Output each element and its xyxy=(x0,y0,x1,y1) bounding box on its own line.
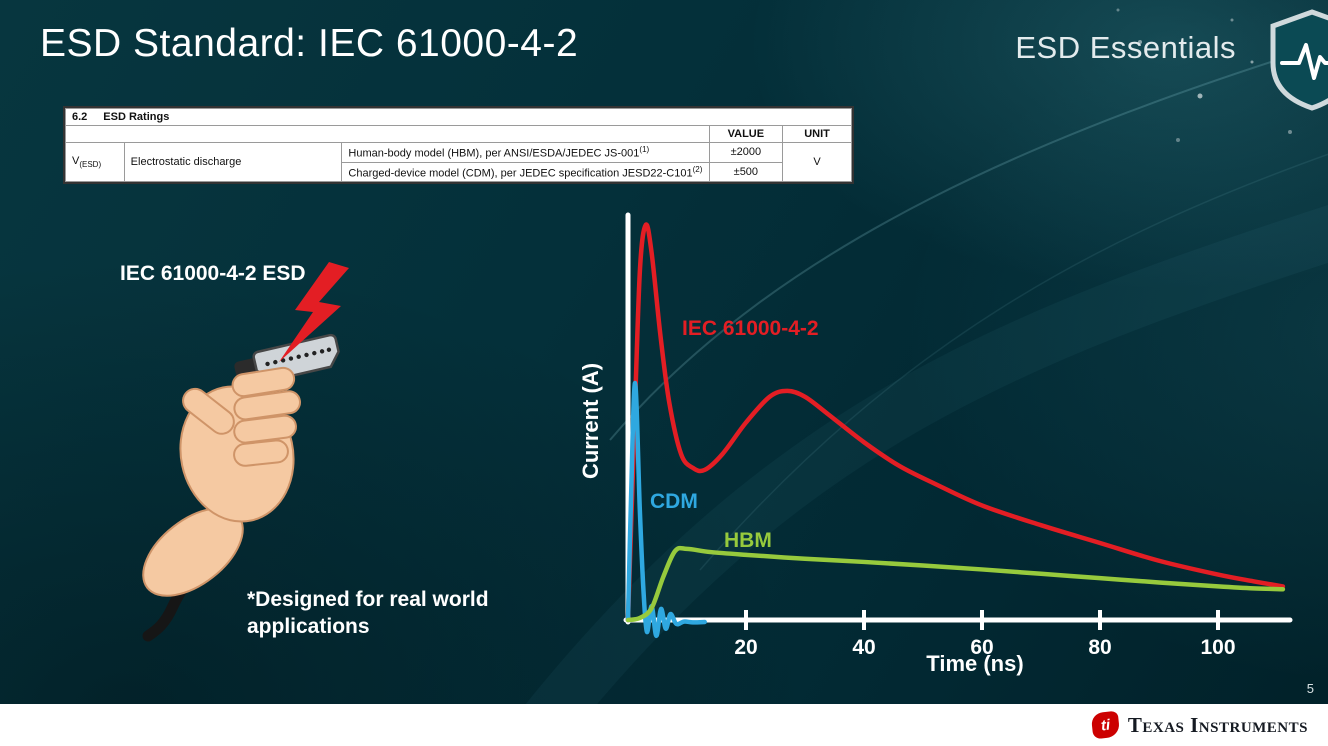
cdm-value: ±500 xyxy=(708,161,784,183)
hand-connector-art xyxy=(142,262,349,642)
page-title: ESD Standard: IEC 61000-4-2 xyxy=(40,22,579,65)
series-label-hbm: HBM xyxy=(724,529,772,552)
column-header-value: VALUE xyxy=(708,125,784,143)
table-header-row: VALUE UNIT xyxy=(65,125,852,143)
thumb xyxy=(182,387,235,435)
series-label-cdm: CDM xyxy=(650,490,698,513)
esd-waveform-chart: Time (ns) Current (A) IEC 61000-4-2 CDM … xyxy=(548,193,1328,698)
column-header-unit: UNIT xyxy=(782,125,852,143)
x-tick-label: 20 xyxy=(734,636,757,659)
hbm-description: Human-body model (HBM), per ANSI/ESDA/JE… xyxy=(341,142,710,163)
fingers xyxy=(231,366,301,467)
x-tick-label: 100 xyxy=(1200,636,1235,659)
lightning-bolt-icon xyxy=(279,262,349,362)
curve-iec-61000-4-2 xyxy=(625,222,1286,623)
series-title: ESD Essentials xyxy=(1015,30,1236,65)
section-name: ESD Ratings xyxy=(103,111,170,123)
param-name: Electrostatic discharge xyxy=(123,141,343,183)
table-row: Charged-device model (CDM), per JEDEC sp… xyxy=(66,161,852,183)
curve-cdm xyxy=(625,380,707,639)
x-tick-label: 80 xyxy=(1088,636,1111,659)
designed-note: *Designed for real world applications xyxy=(247,588,489,639)
page-number: 5 xyxy=(1306,681,1314,696)
unit-value: V xyxy=(782,141,852,183)
header-spacer xyxy=(65,125,710,143)
table-row: V(ESD) Electrostatic discharge Human-bod… xyxy=(65,141,852,183)
esd-shield-icon xyxy=(1262,8,1328,112)
x-tick-label: 40 xyxy=(852,636,875,659)
x-axis-title: Time (ns) xyxy=(926,651,1023,676)
param-symbol: V(ESD) xyxy=(65,141,125,183)
curve-hbm xyxy=(625,545,1286,623)
cdm-description: Charged-device model (CDM), per JEDEC sp… xyxy=(341,161,710,183)
table-caption-row: 6.2 ESD Ratings xyxy=(65,108,852,126)
y-axis-title: Current (A) xyxy=(578,363,603,479)
series-label-iec: IEC 61000-4-2 xyxy=(682,317,819,340)
footer-bar: ti Texas Instruments xyxy=(0,704,1328,746)
x-tick-label: 60 xyxy=(970,636,993,659)
ti-logo-icon: ti xyxy=(1090,710,1121,740)
hand-connector-illustration: IEC 61000-4-2 ESD xyxy=(115,256,445,646)
brand-wordmark: Texas Instruments xyxy=(1127,712,1308,737)
illustration-caption: IEC 61000-4-2 ESD xyxy=(120,262,306,285)
section-number: 6.2 xyxy=(72,111,88,123)
esd-ratings-table: 6.2 ESD Ratings VALUE UNIT V(ESD) Electro… xyxy=(63,106,854,185)
connector-pins xyxy=(265,347,332,367)
table-section-title: 6.2 ESD Ratings xyxy=(65,108,852,126)
hbm-value: ±2000 xyxy=(708,142,784,163)
heartbeat-pulse-icon xyxy=(1280,43,1328,80)
